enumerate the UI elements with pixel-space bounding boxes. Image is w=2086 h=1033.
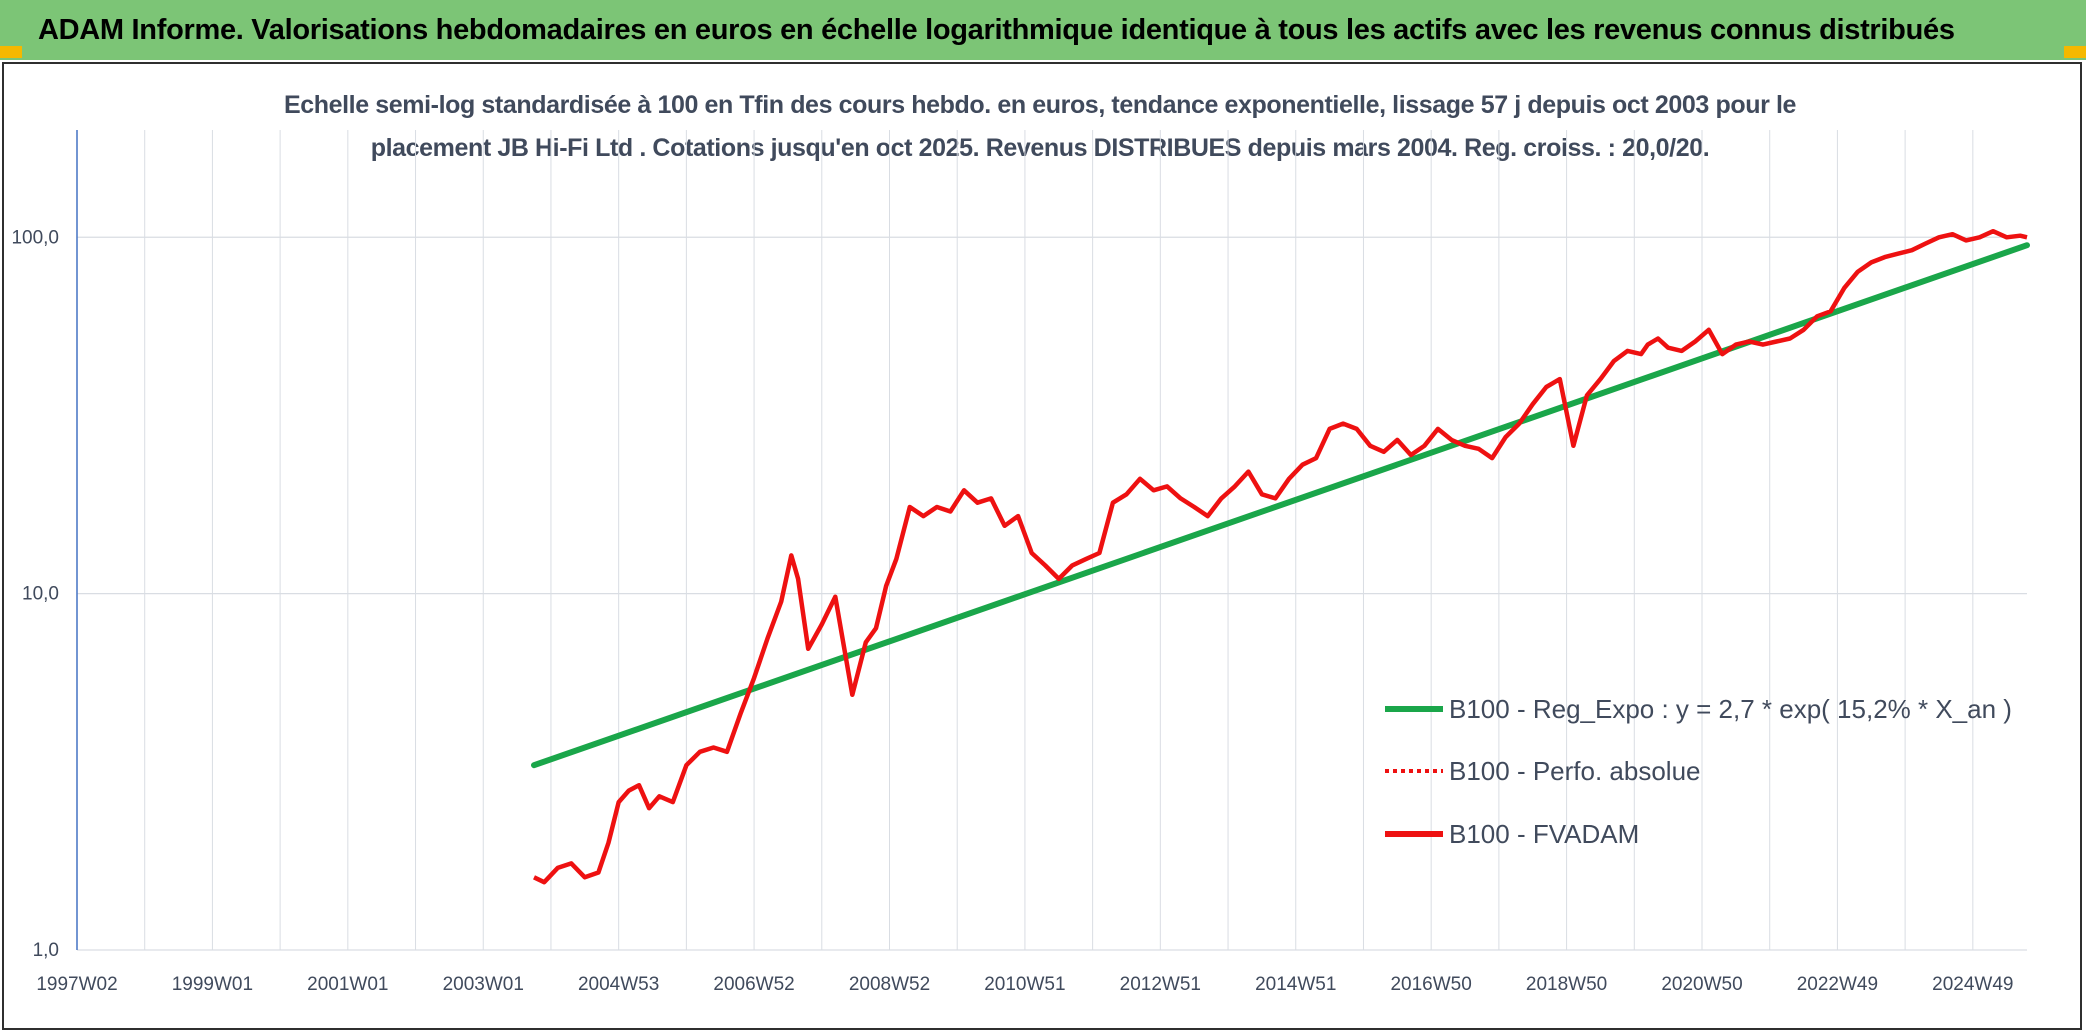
x-tick-label: 2024W49 bbox=[1932, 974, 2013, 995]
report-title: ADAM Informe. Valorisations hebdomadaire… bbox=[38, 13, 1955, 46]
report-header: ADAM Informe. Valorisations hebdomadaire… bbox=[0, 0, 2086, 60]
x-tick-label: 2004W53 bbox=[578, 974, 659, 995]
x-tick-label: 2010W51 bbox=[984, 974, 1065, 995]
y-tick-label: 1,0 bbox=[33, 940, 59, 961]
x-tick-label: 1997W02 bbox=[36, 974, 117, 995]
corner-marker-right bbox=[2064, 46, 2086, 58]
x-tick-label: 2018W50 bbox=[1526, 974, 1607, 995]
x-tick-label: 2001W01 bbox=[307, 974, 388, 995]
fvadam-line bbox=[533, 228, 2028, 885]
corner-marker-left bbox=[0, 46, 22, 58]
trend-line bbox=[531, 242, 2030, 769]
x-tick-label: 2006W52 bbox=[713, 974, 794, 995]
legend-label: B100 - Reg_Expo : y = 2,7 * exp( 15,2% *… bbox=[1449, 694, 2012, 724]
y-tick-label: 100,0 bbox=[11, 227, 59, 248]
x-tick-label: 2003W01 bbox=[443, 974, 524, 995]
legend-label: B100 - Perfo. absolue bbox=[1449, 756, 1701, 786]
x-tick-label: 2008W52 bbox=[849, 974, 930, 995]
chart-frame bbox=[2, 62, 2082, 1030]
x-tick-label: 1999W01 bbox=[172, 974, 253, 995]
x-tick-label: 2012W51 bbox=[1120, 974, 1201, 995]
x-tick-label: 2016W50 bbox=[1390, 974, 1471, 995]
x-tick-label: 2022W49 bbox=[1797, 974, 1878, 995]
legend-label: B100 - FVADAM bbox=[1449, 819, 1639, 849]
chart-title-line-2: placement JB Hi-Fi Ltd . Cotations jusqu… bbox=[370, 134, 1710, 162]
chart-title-line-1: Echelle semi-log standardisée à 100 en T… bbox=[283, 91, 1796, 119]
x-tick-label: 2014W51 bbox=[1255, 974, 1336, 995]
x-tick-label: 2020W50 bbox=[1661, 974, 1742, 995]
y-tick-label: 10,0 bbox=[22, 584, 59, 605]
